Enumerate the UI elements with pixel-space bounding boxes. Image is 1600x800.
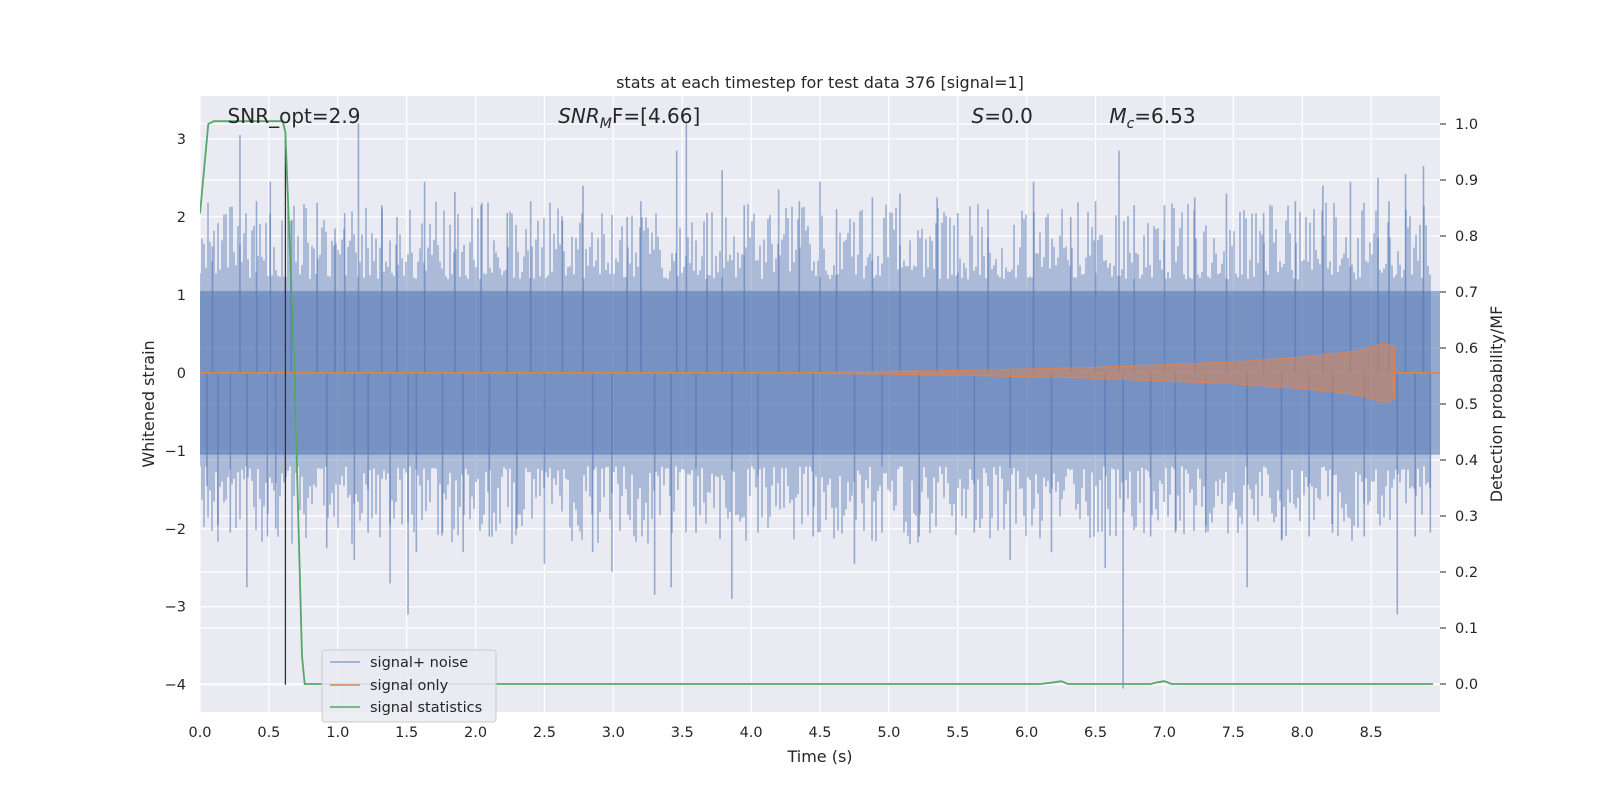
legend-box <box>321 649 497 723</box>
x-tick-label: 4.5 <box>808 725 831 741</box>
y2-tick-label: 1.0 <box>1455 117 1478 133</box>
annotations: SNR_opt=2.9 SNRMF=[4.66] S=0.0 Mc=6.53 <box>228 104 1196 132</box>
x-tick-label: 8.0 <box>1291 725 1314 741</box>
legend-label-signal-only: signal only <box>370 678 449 694</box>
annotation-snr-mf: SNRMF=[4.66] <box>558 104 700 132</box>
y-tick-label: 1 <box>177 288 186 304</box>
y2-tick-label: 0.2 <box>1455 565 1478 581</box>
legend-label-signal-noise: signal+ noise <box>370 655 468 671</box>
y2-tick-label: 0.4 <box>1455 453 1478 469</box>
y2-tick-label: 0.5 <box>1455 397 1478 413</box>
x-tick-label: 2.5 <box>533 725 556 741</box>
y2-tick-label: 0.9 <box>1455 173 1478 189</box>
x-tick-label: 1.0 <box>326 725 349 741</box>
y-tick-label: −4 <box>165 678 186 694</box>
y2-tick-label: 0.0 <box>1455 677 1478 693</box>
y-tick-label: −2 <box>165 522 186 538</box>
x-tick-label: 5.5 <box>946 725 969 741</box>
legend: signal+ noise signal only signal statist… <box>321 649 497 723</box>
x-tick-label: 6.0 <box>1015 725 1038 741</box>
annotation-mc: Mc=6.53 <box>1109 104 1195 132</box>
y-tick-label: 2 <box>177 210 186 226</box>
chart-title: stats at each timestep for test data 376… <box>616 73 1024 92</box>
x-tick-label: 7.0 <box>1153 725 1176 741</box>
x-tick-label: 8.5 <box>1360 725 1383 741</box>
y-tick-label: −1 <box>165 444 186 460</box>
x-tick-label: 0.0 <box>188 725 211 741</box>
signal-noise-series <box>200 123 1440 689</box>
y2-tick-label: 0.3 <box>1455 509 1478 525</box>
x-axis-ticks: 0.0 0.5 1.0 1.5 2.0 2.5 3.0 3.5 4.0 4.5 5.0 5.5 6.0 6… <box>188 725 1382 741</box>
annotation-s: S=0.0 <box>972 104 1033 128</box>
x-tick-label: 7.5 <box>1222 725 1245 741</box>
x-tick-label: 0.5 <box>257 725 280 741</box>
x-tick-label: 2.0 <box>464 725 487 741</box>
y2-axis-label: Detection probability/MF <box>1487 306 1506 503</box>
y2-axis-ticks: 1.0 0.9 0.8 0.7 0.6 0.5 0.4 0.3 0.2 0.1 0.0 <box>1440 117 1478 693</box>
x-tick-label: 5.0 <box>877 725 900 741</box>
y-axis-label: Whitened strain <box>139 340 158 467</box>
legend-label-signal-statistics: signal statistics <box>370 700 482 716</box>
y-tick-label: 3 <box>177 132 186 148</box>
signal-statistics-series <box>200 120 1434 685</box>
annotation-snr-opt: SNR_opt=2.9 <box>228 104 361 128</box>
y-tick-label: 0 <box>177 366 186 382</box>
x-tick-label: 3.0 <box>602 725 625 741</box>
y2-tick-label: 0.7 <box>1455 285 1478 301</box>
x-tick-label: 1.5 <box>395 725 418 741</box>
y2-tick-label: 0.6 <box>1455 341 1478 357</box>
x-tick-label: 6.5 <box>1084 725 1107 741</box>
x-tick-label: 4.0 <box>740 725 763 741</box>
statistics-line <box>200 120 1434 685</box>
y-axis-ticks: 3 2 1 0 −1 −2 −3 −4 <box>165 132 186 694</box>
x-tick-label: 3.5 <box>671 725 694 741</box>
signal-only-series <box>200 342 1440 403</box>
signal-envelope <box>833 342 1395 403</box>
y2-tick-label: 0.1 <box>1455 621 1478 637</box>
y2-tick-label: 0.8 <box>1455 229 1478 245</box>
y-tick-label: −3 <box>165 600 186 616</box>
x-axis-label: Time (s) <box>786 747 852 766</box>
